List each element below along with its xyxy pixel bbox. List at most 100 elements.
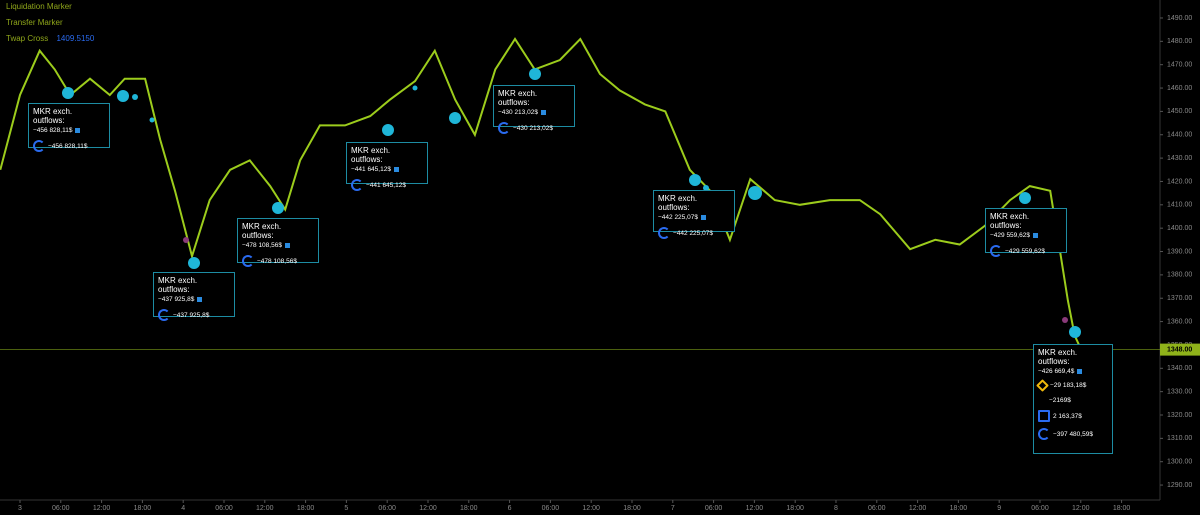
- annotation-amount: −397 480,59$: [1053, 430, 1093, 438]
- y-tick-label: 1450.00: [1167, 108, 1192, 115]
- y-tick-label: 1470.00: [1167, 62, 1192, 69]
- annotation-amount: −456 828,11$: [48, 142, 88, 150]
- legend-item[interactable]: Transfer Marker: [6, 18, 63, 27]
- info-badge: [1077, 368, 1083, 374]
- annotation-amount: −2169$: [1049, 396, 1071, 404]
- transfer-marker: [132, 94, 138, 100]
- annotation-box: MKR exch. outflows: −437 925,8$ −437 925,8…: [153, 272, 235, 321]
- annotation-total: −430 213,02$: [498, 109, 538, 116]
- y-tick-label: 1410.00: [1167, 202, 1192, 209]
- annotation-box: MKR exch. outflows: −478 108,56$ −478 108,…: [237, 218, 319, 267]
- x-tick-label: 6: [508, 505, 512, 512]
- exchange-icon: [33, 140, 45, 152]
- y-tick-label: 1390.00: [1167, 248, 1192, 255]
- transfer-marker: [62, 87, 74, 99]
- x-tick-label: 18:00: [1113, 505, 1131, 512]
- annotation-row: −429 559,62$: [990, 245, 1062, 257]
- y-tick-label: 1460.00: [1167, 85, 1192, 92]
- annotation-box: MKR exch. outflows: −456 828,11$ −456 828,…: [28, 103, 110, 152]
- x-tick-label: 06:00: [542, 505, 560, 512]
- y-tick-label: 1370.00: [1167, 295, 1192, 302]
- annotation-title: MKR exch. outflows:: [33, 107, 73, 125]
- info-badge: [284, 242, 290, 248]
- transfer-marker: [689, 174, 701, 186]
- x-tick-label: 12:00: [746, 505, 764, 512]
- x-tick-label: 12:00: [256, 505, 274, 512]
- legend-item[interactable]: Liquidation Marker: [6, 2, 72, 11]
- y-tick-label: 1420.00: [1167, 178, 1192, 185]
- y-tick-label: 1360.00: [1167, 318, 1192, 325]
- exchange-icon: [498, 122, 510, 134]
- exchange-icon: [1038, 428, 1050, 440]
- annotation-box: MKR exch. outflows: −430 213,02$ −430 213,…: [493, 85, 575, 134]
- y-tick-label: 1320.00: [1167, 412, 1192, 419]
- annotation-row: −430 213,02$: [498, 122, 570, 134]
- annotation-row: −441 645,12$: [351, 179, 423, 191]
- x-tick-label: 8: [834, 505, 838, 512]
- y-tick-label: 1330.00: [1167, 388, 1192, 395]
- exchange-icon: [1036, 379, 1049, 392]
- x-tick-label: 06:00: [215, 505, 233, 512]
- exchange-icon: [158, 309, 170, 321]
- info-badge: [393, 166, 399, 172]
- annotation-amount: −478 108,56$: [257, 257, 297, 265]
- annotation-amount: −442 225,07$: [673, 229, 713, 237]
- y-tick-label: 1300.00: [1167, 459, 1192, 466]
- exchange-icon: [658, 227, 670, 239]
- price-line: [0, 37, 1082, 348]
- annotation-box: MKR exch. outflows: −426 669,4$ −29 183,18…: [1033, 344, 1113, 454]
- annotation-total: −426 669,4$: [1038, 368, 1075, 375]
- annotation-amount: −429 559,62$: [1005, 247, 1045, 255]
- legend-item[interactable]: Twap Cross 1409.5150: [6, 34, 94, 43]
- transfer-marker: [529, 68, 541, 80]
- x-tick-label: 06:00: [1031, 505, 1049, 512]
- x-tick-label: 18:00: [134, 505, 152, 512]
- x-tick-label: 12:00: [582, 505, 600, 512]
- annotation-amount: −437 925,8$: [173, 311, 210, 319]
- annotation-line: −478 108,56$: [242, 242, 314, 249]
- annotation-line: −456 828,11$: [33, 127, 105, 134]
- y-tick-label: 1430.00: [1167, 155, 1192, 162]
- x-tick-label: 18:00: [460, 505, 478, 512]
- info-badge: [700, 214, 706, 220]
- x-tick-label: 06:00: [52, 505, 70, 512]
- annotation-total: −442 225,07$: [658, 214, 698, 221]
- exchange-icon: [351, 179, 363, 191]
- exchange-icon: [1038, 396, 1046, 404]
- annotation-row: −478 108,56$: [242, 255, 314, 267]
- transfer-marker: [272, 202, 284, 214]
- x-tick-label: 06:00: [705, 505, 723, 512]
- annotation-box: MKR exch. outflows: −442 225,07$ −442 225,…: [653, 190, 735, 239]
- twap-value: 1409.5150: [56, 34, 95, 43]
- annotation-amount: 2 163,37$: [1053, 412, 1082, 420]
- x-tick-label: 18:00: [950, 505, 968, 512]
- x-tick-label: 06:00: [378, 505, 396, 512]
- y-tick-label: 1490.00: [1167, 15, 1192, 22]
- x-tick-label: 12:00: [1072, 505, 1090, 512]
- y-tick-label: 1290.00: [1167, 482, 1192, 489]
- x-tick-label: 4: [181, 505, 185, 512]
- annotation-amount: −441 645,12$: [366, 181, 406, 189]
- transfer-marker: [188, 257, 200, 269]
- annotation-line: −437 925,8$: [158, 296, 230, 303]
- exchange-icon: [1038, 410, 1050, 422]
- info-badge: [197, 296, 203, 302]
- y-tick-label: 1440.00: [1167, 132, 1192, 139]
- transfer-marker: [382, 124, 394, 136]
- annotation-title: MKR exch. outflows:: [498, 89, 538, 107]
- x-tick-label: 18:00: [623, 505, 641, 512]
- annotation-total: −429 559,62$: [990, 232, 1030, 239]
- annotation-row: −437 925,8$: [158, 309, 230, 321]
- y-tick-label: 1380.00: [1167, 272, 1192, 279]
- x-tick-label: 06:00: [868, 505, 886, 512]
- annotation-row: −442 225,07$: [658, 227, 730, 239]
- info-badge: [540, 109, 546, 115]
- annotation-amount: −29 183,18$: [1050, 382, 1087, 389]
- transfer-marker: [117, 90, 129, 102]
- exchange-icon: [242, 255, 254, 267]
- last-price-tag: [1160, 343, 1200, 356]
- liquidation-marker: [183, 237, 189, 243]
- exchange-icon: [990, 245, 1002, 257]
- annotation-box: MKR exch. outflows: −441 645,12$ −441 645,…: [346, 142, 428, 191]
